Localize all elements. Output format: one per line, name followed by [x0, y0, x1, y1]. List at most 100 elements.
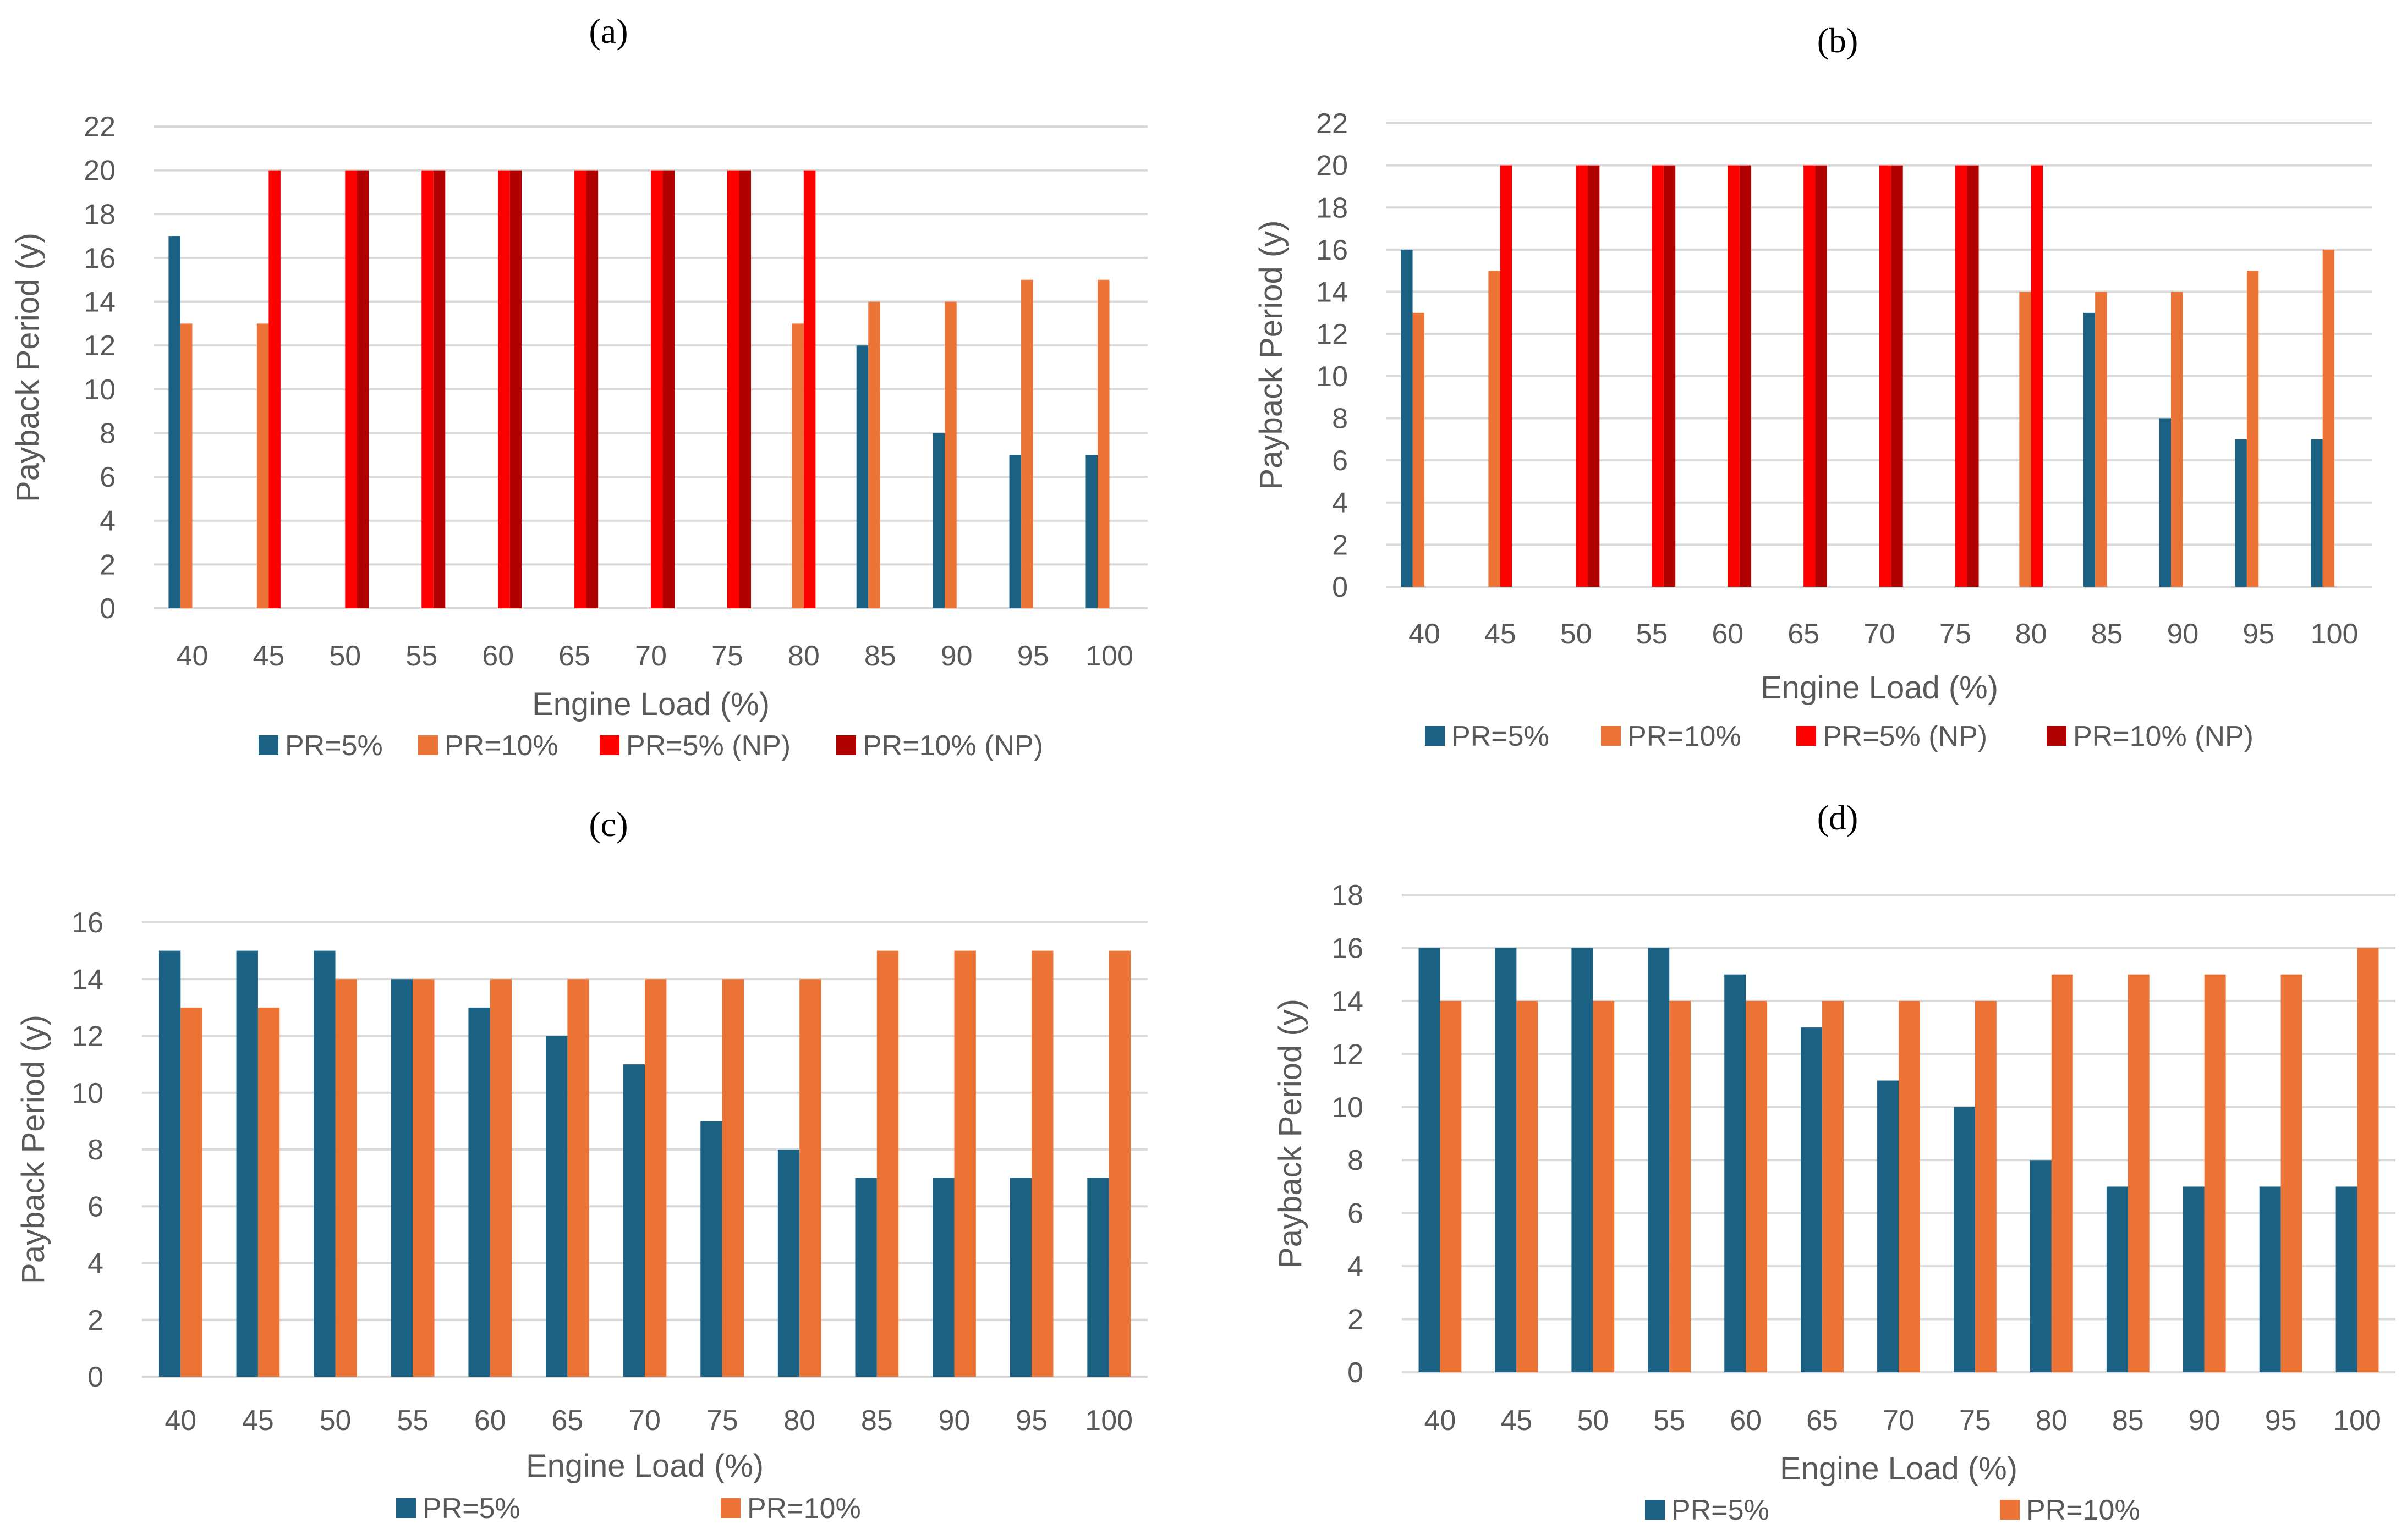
- x-tick-label: 45: [1484, 618, 1516, 650]
- bar-pr-10--40: [1440, 1000, 1462, 1372]
- bar-pr-5--80: [2030, 1160, 2052, 1372]
- x-tick-label: 50: [1560, 618, 1592, 650]
- panel-title: (d): [1817, 798, 1858, 837]
- x-tick-label: 65: [558, 640, 590, 672]
- bar-pr-5-np--45: [1500, 165, 1512, 587]
- bar-pr-5-np--70: [651, 170, 663, 608]
- x-tick-label: 90: [939, 1405, 971, 1437]
- legend-swatch: [1796, 726, 1816, 746]
- bar-pr-10--80: [2019, 292, 2031, 587]
- legend-swatch: [396, 1498, 416, 1518]
- x-tick-label: 40: [177, 640, 209, 672]
- x-tick-label: 85: [2091, 618, 2123, 650]
- y-tick-label: 20: [84, 155, 116, 187]
- bar-pr-5-np--45: [268, 170, 281, 608]
- panel-title: (a): [589, 12, 628, 51]
- y-tick-label: 16: [72, 907, 103, 939]
- bar-pr-5--50: [1571, 948, 1593, 1372]
- x-tick-label: 75: [1959, 1405, 1991, 1437]
- bar-pr-10--65: [1822, 1000, 1844, 1372]
- legend-label: PR=10%: [1627, 721, 1741, 752]
- x-tick-label: 65: [551, 1405, 583, 1437]
- y-tick-label: 14: [72, 964, 103, 996]
- bar-pr-10--60: [490, 979, 512, 1377]
- x-tick-label: 95: [1016, 1405, 1048, 1437]
- bar-pr-10--95: [2246, 271, 2259, 587]
- y-tick-label: 10: [1331, 1092, 1363, 1124]
- bar-pr-5--90: [2183, 1186, 2205, 1372]
- x-tick-label: 100: [2333, 1405, 2381, 1437]
- y-tick-label: 2: [87, 1305, 103, 1336]
- bar-pr-10--80: [2051, 974, 2073, 1372]
- y-tick-label: 6: [1332, 445, 1348, 477]
- bar-pr-5--95: [2235, 439, 2247, 587]
- bar-pr-10--85: [868, 301, 880, 608]
- bar-pr-10--85: [876, 950, 899, 1377]
- bar-pr-10--40: [180, 1007, 202, 1377]
- bar-pr-5--85: [2083, 312, 2096, 587]
- bar-pr-5-np--75: [1955, 165, 1967, 587]
- bar-pr-10--55: [413, 979, 435, 1377]
- x-tick-label: 75: [711, 640, 743, 672]
- y-tick-label: 4: [100, 505, 116, 537]
- y-tick-label: 0: [1332, 571, 1348, 603]
- y-tick-label: 14: [84, 287, 116, 318]
- bar-pr-10--95: [1021, 279, 1033, 608]
- bar-pr-5-np--65: [1803, 165, 1816, 587]
- bar-pr-5--100: [2311, 439, 2323, 587]
- legend-swatch: [1645, 1500, 1665, 1520]
- bar-pr-10-np--70: [662, 170, 675, 608]
- y-tick-label: 4: [87, 1248, 103, 1280]
- bar-pr-5--45: [236, 950, 258, 1377]
- legend-label: PR=5% (NP): [1823, 721, 1987, 752]
- bar-pr-5--75: [1954, 1107, 1975, 1372]
- bar-pr-5-np--50: [1576, 165, 1588, 587]
- bar-pr-10--55: [1669, 1000, 1691, 1372]
- x-tick-label: 50: [320, 1405, 352, 1437]
- bar-pr-10-np--65: [1815, 165, 1827, 587]
- legend-swatch: [418, 735, 438, 755]
- bar-pr-10--75: [722, 979, 744, 1377]
- legend-label: PR=10%: [2026, 1494, 2140, 1526]
- bar-pr-10--40: [1412, 312, 1424, 587]
- bar-pr-5--75: [700, 1121, 722, 1377]
- legend-label: PR=5%: [423, 1493, 520, 1525]
- x-tick-label: 60: [474, 1405, 506, 1437]
- legend-label: PR=5%: [285, 730, 383, 762]
- legend-swatch: [2047, 726, 2066, 746]
- x-tick-label: 65: [1788, 618, 1819, 650]
- x-tick-label: 65: [1806, 1405, 1838, 1437]
- bar-pr-10--75: [1975, 1000, 1997, 1372]
- bar-pr-10--85: [2128, 974, 2150, 1372]
- bar-pr-10-np--60: [1739, 165, 1752, 587]
- legend-swatch: [2000, 1500, 2020, 1520]
- y-axis-title: Payback Period (y): [15, 1015, 51, 1284]
- bar-pr-5--100: [2335, 1186, 2357, 1372]
- x-tick-label: 80: [2015, 618, 2047, 650]
- bar-pr-5--85: [855, 1178, 877, 1377]
- x-tick-label: 50: [329, 640, 361, 672]
- bar-pr-5--95: [1009, 455, 1022, 608]
- bar-pr-5--45: [1495, 948, 1517, 1372]
- legend-swatch: [1601, 726, 1621, 746]
- bar-pr-5--50: [314, 950, 336, 1377]
- bar-pr-5--90: [933, 433, 945, 608]
- x-tick-label: 55: [405, 640, 437, 672]
- x-tick-label: 95: [1017, 640, 1049, 672]
- bar-pr-5--65: [546, 1036, 568, 1377]
- bar-pr-10-np--50: [1587, 165, 1600, 587]
- x-tick-label: 40: [1424, 1405, 1456, 1437]
- x-tick-label: 90: [2167, 618, 2198, 650]
- x-tick-label: 70: [1883, 1405, 1915, 1437]
- y-tick-label: 12: [72, 1021, 103, 1053]
- x-tick-label: 45: [253, 640, 284, 672]
- x-tick-label: 45: [242, 1405, 274, 1437]
- x-tick-label: 100: [1085, 1405, 1133, 1437]
- bar-pr-5--65: [1801, 1027, 1823, 1372]
- y-tick-label: 4: [1347, 1251, 1363, 1283]
- y-tick-label: 16: [1331, 932, 1363, 964]
- bar-pr-5-np--60: [1728, 165, 1740, 587]
- bar-pr-5--80: [777, 1150, 800, 1377]
- x-tick-label: 95: [2242, 618, 2274, 650]
- bar-pr-10-np--60: [509, 170, 522, 608]
